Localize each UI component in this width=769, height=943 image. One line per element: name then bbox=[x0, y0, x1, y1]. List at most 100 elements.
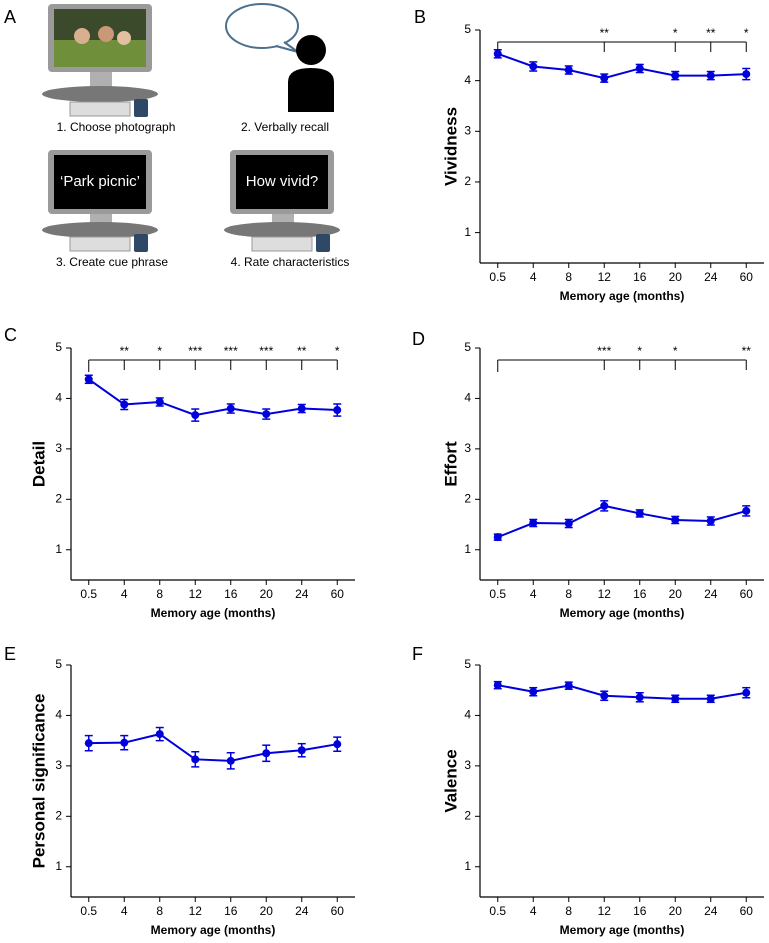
y-axis-label: Effort bbox=[441, 441, 460, 487]
data-point bbox=[671, 694, 680, 703]
data-point bbox=[635, 693, 644, 702]
data-point bbox=[564, 66, 573, 75]
x-axis-label: Memory age (months) bbox=[151, 923, 276, 937]
x-tick-label: 0.5 bbox=[489, 904, 506, 918]
x-tick-label: 60 bbox=[331, 587, 345, 601]
x-axis-label: Memory age (months) bbox=[560, 923, 685, 937]
x-tick-label: 0.5 bbox=[489, 587, 506, 601]
data-point bbox=[262, 410, 271, 419]
x-tick-label: 24 bbox=[704, 587, 718, 601]
significance-label: ** bbox=[120, 344, 130, 358]
x-tick-label: 4 bbox=[530, 587, 537, 601]
panel-letter: D bbox=[412, 329, 425, 349]
x-tick-label: 8 bbox=[156, 904, 163, 918]
y-tick-label: 2 bbox=[464, 174, 471, 188]
data-point bbox=[120, 738, 129, 747]
y-axis-label: Vividness bbox=[441, 107, 460, 186]
y-axis-label: Valence bbox=[441, 749, 460, 812]
data-point bbox=[226, 404, 235, 413]
step-label: 1. Choose photograph bbox=[57, 120, 176, 134]
significance-label: * bbox=[673, 26, 678, 40]
data-point bbox=[529, 687, 538, 696]
data-point bbox=[297, 746, 306, 755]
y-tick-label: 2 bbox=[464, 808, 471, 822]
y-tick-label: 5 bbox=[55, 340, 62, 354]
x-tick-label: 60 bbox=[740, 904, 754, 918]
data-point bbox=[333, 740, 342, 749]
x-tick-label: 24 bbox=[295, 904, 309, 918]
x-tick-label: 20 bbox=[669, 587, 683, 601]
significance-label: ** bbox=[600, 26, 610, 40]
x-tick-label: 4 bbox=[530, 270, 537, 284]
y-tick-label: 4 bbox=[55, 708, 62, 722]
x-tick-label: 4 bbox=[121, 904, 128, 918]
y-tick-label: 4 bbox=[464, 391, 471, 405]
step-label: 3. Create cue phrase bbox=[56, 255, 168, 269]
data-point bbox=[84, 739, 93, 748]
panel-a: A 1. Choose photograph 2. Verbally recal… bbox=[4, 3, 350, 269]
significance-label: * bbox=[744, 26, 749, 40]
x-tick-label: 16 bbox=[224, 904, 238, 918]
y-tick-label: 5 bbox=[464, 340, 471, 354]
x-tick-label: 60 bbox=[331, 904, 345, 918]
x-tick-label: 0.5 bbox=[489, 270, 506, 284]
data-point bbox=[600, 501, 609, 510]
data-point bbox=[671, 71, 680, 80]
y-tick-label: 1 bbox=[55, 859, 62, 873]
x-tick-label: 16 bbox=[633, 904, 647, 918]
data-point bbox=[635, 64, 644, 73]
x-tick-label: 4 bbox=[121, 587, 128, 601]
y-tick-label: 1 bbox=[464, 542, 471, 556]
x-tick-label: 20 bbox=[669, 904, 683, 918]
data-point bbox=[84, 375, 93, 384]
x-axis-label: Memory age (months) bbox=[151, 606, 276, 620]
data-point bbox=[706, 71, 715, 80]
significance-label: * bbox=[157, 344, 162, 358]
computer bbox=[224, 150, 340, 252]
significance-label: ** bbox=[706, 26, 716, 40]
data-point bbox=[226, 756, 235, 765]
screen-text: ‘Park picnic’ bbox=[60, 173, 140, 190]
significance-label: * bbox=[335, 344, 340, 358]
y-tick-label: 1 bbox=[55, 542, 62, 556]
data-point bbox=[155, 397, 164, 406]
data-point bbox=[600, 691, 609, 700]
data-point bbox=[120, 400, 129, 409]
data-point bbox=[706, 694, 715, 703]
screen-text: How vivid? bbox=[246, 173, 319, 190]
x-axis-label: Memory age (months) bbox=[560, 606, 685, 620]
y-tick-label: 5 bbox=[464, 657, 471, 671]
data-point bbox=[297, 404, 306, 413]
x-tick-label: 8 bbox=[565, 270, 572, 284]
data-point bbox=[493, 681, 502, 690]
y-tick-label: 3 bbox=[55, 441, 62, 455]
data-point bbox=[191, 411, 200, 420]
step-label: 4. Rate characteristics bbox=[231, 255, 350, 269]
data-point bbox=[671, 515, 680, 524]
data-point bbox=[564, 519, 573, 528]
significance-label: *** bbox=[597, 344, 611, 358]
y-tick-label: 4 bbox=[55, 391, 62, 405]
y-tick-label: 3 bbox=[464, 123, 471, 137]
x-tick-label: 8 bbox=[565, 904, 572, 918]
y-tick-label: 1 bbox=[464, 859, 471, 873]
x-tick-label: 20 bbox=[669, 270, 683, 284]
data-point bbox=[635, 509, 644, 518]
speech-icon bbox=[225, 3, 334, 112]
y-tick-label: 4 bbox=[464, 73, 471, 87]
x-axis-label: Memory age (months) bbox=[560, 289, 685, 303]
panel-letter: F bbox=[412, 644, 423, 664]
significance-label: *** bbox=[224, 344, 238, 358]
data-point bbox=[155, 730, 164, 739]
y-tick-label: 3 bbox=[464, 441, 471, 455]
data-point bbox=[493, 49, 502, 58]
data-point bbox=[493, 533, 502, 542]
data-point bbox=[600, 74, 609, 83]
x-tick-label: 16 bbox=[633, 270, 647, 284]
x-tick-label: 0.5 bbox=[80, 587, 97, 601]
x-tick-label: 12 bbox=[598, 904, 612, 918]
x-tick-label: 12 bbox=[598, 270, 612, 284]
